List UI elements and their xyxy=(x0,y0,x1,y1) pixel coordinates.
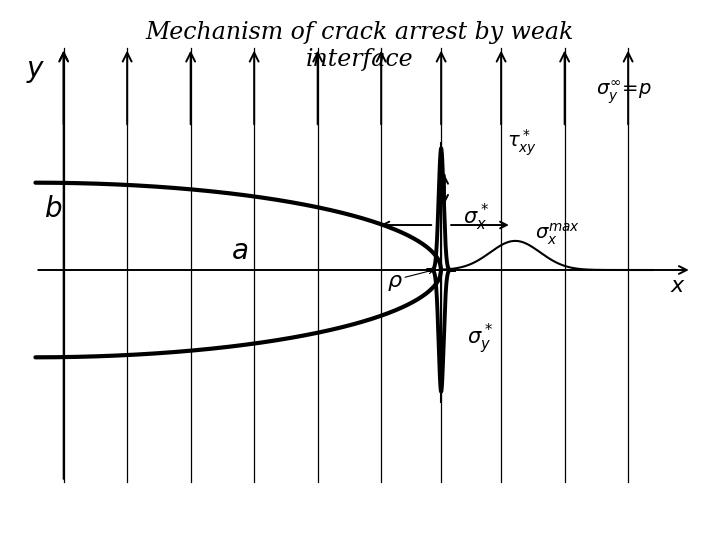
Text: Mechanism of crack arrest by weak
interface: Mechanism of crack arrest by weak interf… xyxy=(146,21,574,71)
Text: $a$: $a$ xyxy=(231,238,248,265)
Text: $x$: $x$ xyxy=(670,275,685,297)
Text: $\sigma_x^*$: $\sigma_x^*$ xyxy=(464,201,490,233)
Text: $\sigma_y^*$: $\sigma_y^*$ xyxy=(467,322,493,356)
Text: $\sigma_x^{max}$: $\sigma_x^{max}$ xyxy=(535,221,580,247)
Text: $\tau^*_{xy}$: $\tau^*_{xy}$ xyxy=(508,127,537,158)
Text: $y$: $y$ xyxy=(26,58,45,85)
Text: $\rho$: $\rho$ xyxy=(387,271,403,293)
Text: $\sigma_y^\infty\!=\!p$: $\sigma_y^\infty\!=\!p$ xyxy=(596,79,653,106)
Text: $b$: $b$ xyxy=(44,195,62,222)
